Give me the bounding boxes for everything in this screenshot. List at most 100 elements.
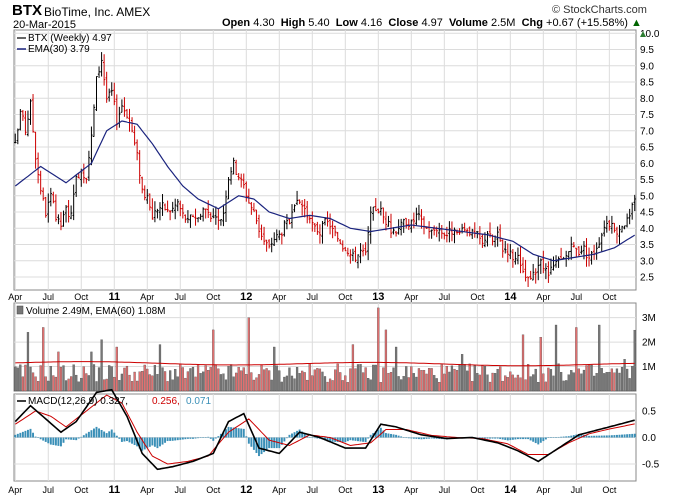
volume-bar <box>628 378 631 392</box>
price-bar <box>100 52 103 77</box>
price-bar <box>351 248 355 262</box>
price-bar <box>577 246 581 257</box>
price-bar <box>382 207 385 224</box>
macd-histogram-bar <box>506 437 509 441</box>
macd-histogram-bar <box>623 434 626 438</box>
high-label: High <box>280 17 306 29</box>
macd-histogram-bar <box>148 437 151 447</box>
price-bar <box>196 217 200 223</box>
macd-histogram-bar <box>537 437 540 445</box>
macd-histogram-bar <box>85 433 88 438</box>
volume-bar <box>476 373 479 392</box>
volume-bar <box>90 351 93 392</box>
macd-histogram-bar <box>16 433 19 438</box>
macd-histogram-bar <box>336 437 339 442</box>
macd-histogram-bar <box>225 429 227 438</box>
x-tick-label: 12 <box>240 291 252 303</box>
price-bar <box>326 211 329 227</box>
volume-bar <box>212 329 215 392</box>
volume-bar <box>412 373 415 392</box>
volume-bar <box>326 381 329 392</box>
macd-histogram-bar <box>567 436 570 438</box>
x-tick-label: 11 <box>108 484 120 496</box>
macd-histogram-bar <box>557 436 560 438</box>
volume-bar <box>115 346 118 392</box>
price-bar <box>511 249 515 268</box>
price-bar <box>135 139 139 161</box>
y-tick-label: 3.0 <box>640 256 654 267</box>
macd-histogram-bar <box>268 437 271 449</box>
macd-histogram-bar <box>288 434 291 438</box>
macd-histogram-bar <box>308 437 311 438</box>
price-legend <box>17 37 26 50</box>
x-tick-label: Oct <box>74 292 89 302</box>
price-bar <box>415 207 418 226</box>
price-bar <box>267 239 271 249</box>
macd-histogram-bar <box>560 436 563 438</box>
price-bar <box>110 82 113 96</box>
y-tick-label: 6.0 <box>640 159 654 170</box>
macd-histogram-bar <box>118 437 121 439</box>
volume-bar <box>379 382 382 392</box>
price-bar <box>346 247 350 257</box>
x-tick-label: Apr <box>404 292 418 302</box>
legend-histogram: 0.071 <box>186 396 211 407</box>
macd-histogram-bar <box>489 437 491 439</box>
macd-histogram-bar <box>113 432 116 438</box>
price-bar <box>285 214 289 230</box>
macd-histogram-bar <box>212 437 215 441</box>
volume-bar <box>110 366 113 392</box>
price-bar <box>72 184 75 221</box>
x-tick-label: Jul <box>439 292 451 302</box>
price-bar <box>300 200 304 216</box>
volume-bar <box>275 365 278 392</box>
macd-histogram-bar <box>351 437 354 441</box>
macd-histogram-bar <box>476 437 479 438</box>
macd-histogram-bar <box>123 437 126 442</box>
price-bar <box>410 219 413 233</box>
price-bar <box>260 224 263 241</box>
price-bar <box>207 200 210 218</box>
price-bar <box>344 246 347 252</box>
macd-histogram-bar <box>255 437 258 453</box>
y-tick-label: 4.0 <box>640 224 654 235</box>
open-value: 4.30 <box>253 17 275 29</box>
y-tick-label: 1M <box>642 362 656 373</box>
macd-histogram-bar <box>420 437 423 440</box>
volume-bar <box>493 373 497 392</box>
x-tick-label: Oct <box>470 292 485 302</box>
price-bar <box>610 215 614 234</box>
volume-bar <box>585 365 588 392</box>
price-bar <box>572 241 575 248</box>
x-tick-label: Oct <box>602 485 617 495</box>
macd-histogram-bar <box>516 437 519 440</box>
macd-histogram-bar <box>202 437 205 438</box>
legend-macd: MACD(12,26,9) 0.327, <box>28 396 128 407</box>
price-bar <box>303 198 306 218</box>
volume-bar <box>433 375 436 392</box>
volume-bar <box>369 379 372 392</box>
x-tick-label: Apr <box>8 292 22 302</box>
volume-bar <box>382 367 385 392</box>
volume-bar <box>247 317 250 392</box>
x-tick-label: Jul <box>43 292 55 302</box>
volume-bar <box>123 367 126 392</box>
macd-histogram-bar <box>273 437 276 449</box>
volume-bar <box>425 373 428 392</box>
price-bar <box>318 224 322 244</box>
price-bar <box>163 203 167 211</box>
macd-histogram-bar <box>362 437 365 442</box>
volume-bar <box>537 382 540 392</box>
macd-histogram-bar <box>387 433 390 438</box>
macd-histogram-bar <box>435 437 438 439</box>
volume-bar <box>235 372 238 392</box>
price-bar <box>544 263 548 280</box>
volume-bar <box>316 368 319 392</box>
macd-histogram-bar <box>57 437 60 446</box>
price-bar <box>255 209 258 225</box>
x-tick-label: Oct <box>206 485 221 495</box>
price-bar <box>359 243 362 264</box>
macd-histogram-bar <box>52 437 55 446</box>
macd-histogram-bar <box>428 437 431 439</box>
y-tick-label: 9.0 <box>640 61 654 72</box>
